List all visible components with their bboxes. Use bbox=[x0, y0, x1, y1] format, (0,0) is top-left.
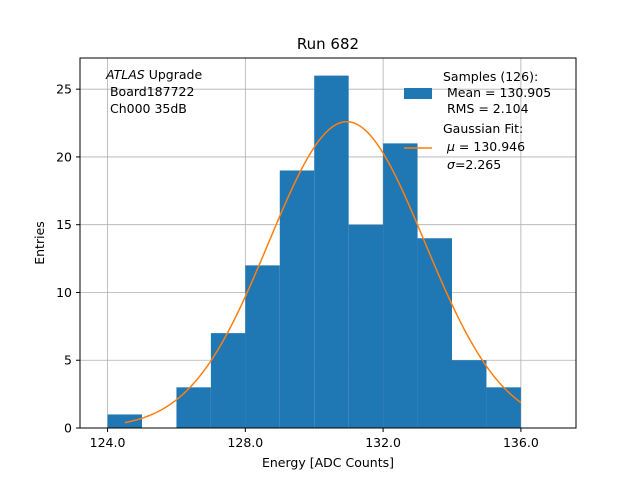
x-tick-label: 132.0 bbox=[365, 435, 401, 450]
y-tick-label: 25 bbox=[56, 82, 72, 97]
y-tick-label: 20 bbox=[56, 149, 72, 164]
legend-fit-line1: Gaussian Fit: bbox=[443, 121, 523, 136]
x-tick-label: 128.0 bbox=[227, 435, 263, 450]
y-tick-label: 0 bbox=[64, 421, 72, 436]
annotation-line2: Board187722 bbox=[106, 84, 194, 99]
y-axis-ticks: 0 5 10 15 20 25 bbox=[56, 82, 80, 436]
legend-fit-mu: μ = 130.946 bbox=[446, 139, 525, 154]
histogram-bar bbox=[210, 333, 246, 428]
plot-frame bbox=[79, 57, 577, 429]
svg-text:ATLAS Upgrade: ATLAS Upgrade bbox=[105, 67, 202, 82]
annotation-line3: Ch000 35dB bbox=[106, 101, 187, 116]
legend-mu-symbol: μ bbox=[446, 139, 455, 154]
legend-samples-swatch bbox=[404, 88, 432, 99]
chart-title: Run 682 bbox=[297, 35, 359, 53]
run-annotation: ATLAS Upgrade Board187722 Ch000 35dB bbox=[105, 67, 202, 116]
y-tick-label: 5 bbox=[64, 353, 72, 368]
histogram-bar bbox=[245, 265, 280, 428]
histogram-bar bbox=[348, 224, 384, 428]
legend-samples-line1: Samples (126): bbox=[443, 69, 538, 84]
x-tick-label: 124.0 bbox=[90, 435, 126, 450]
y-tick-label: 10 bbox=[56, 285, 72, 300]
histogram-bar bbox=[417, 238, 452, 428]
annotation-atlas: ATLAS bbox=[105, 67, 145, 82]
gaussian-fit-curve bbox=[124, 120, 522, 424]
legend-mu-value: = 130.946 bbox=[455, 139, 525, 154]
x-tick-label: 136.0 bbox=[503, 435, 539, 450]
histogram-bar bbox=[486, 387, 521, 428]
histogram-bar bbox=[452, 360, 487, 428]
histogram-bars bbox=[107, 75, 521, 428]
histogram-bar bbox=[314, 75, 349, 428]
legend-sigma-symbol: σ bbox=[447, 157, 456, 172]
histogram-bar bbox=[279, 170, 315, 428]
histogram-bar bbox=[176, 387, 211, 428]
legend-samples-rms: RMS = 2.104 bbox=[443, 101, 529, 116]
y-axis-label: Entries bbox=[32, 221, 47, 265]
x-axis-ticks: 124.0 128.0 132.0 136.0 bbox=[90, 428, 539, 450]
legend-samples-mean: Mean = 130.905 bbox=[443, 85, 551, 100]
legend: Samples (126): Mean = 130.905 RMS = 2.10… bbox=[404, 69, 551, 172]
y-tick-label: 15 bbox=[56, 217, 72, 232]
legend-sigma-value: =2.265 bbox=[455, 157, 501, 172]
legend-fit-sigma: σ=2.265 bbox=[447, 157, 501, 172]
histogram-bar bbox=[107, 414, 142, 428]
annotation-line1: Upgrade bbox=[145, 67, 203, 82]
x-axis-label: Energy [ADC Counts] bbox=[262, 455, 394, 470]
histogram-bar bbox=[383, 143, 418, 428]
